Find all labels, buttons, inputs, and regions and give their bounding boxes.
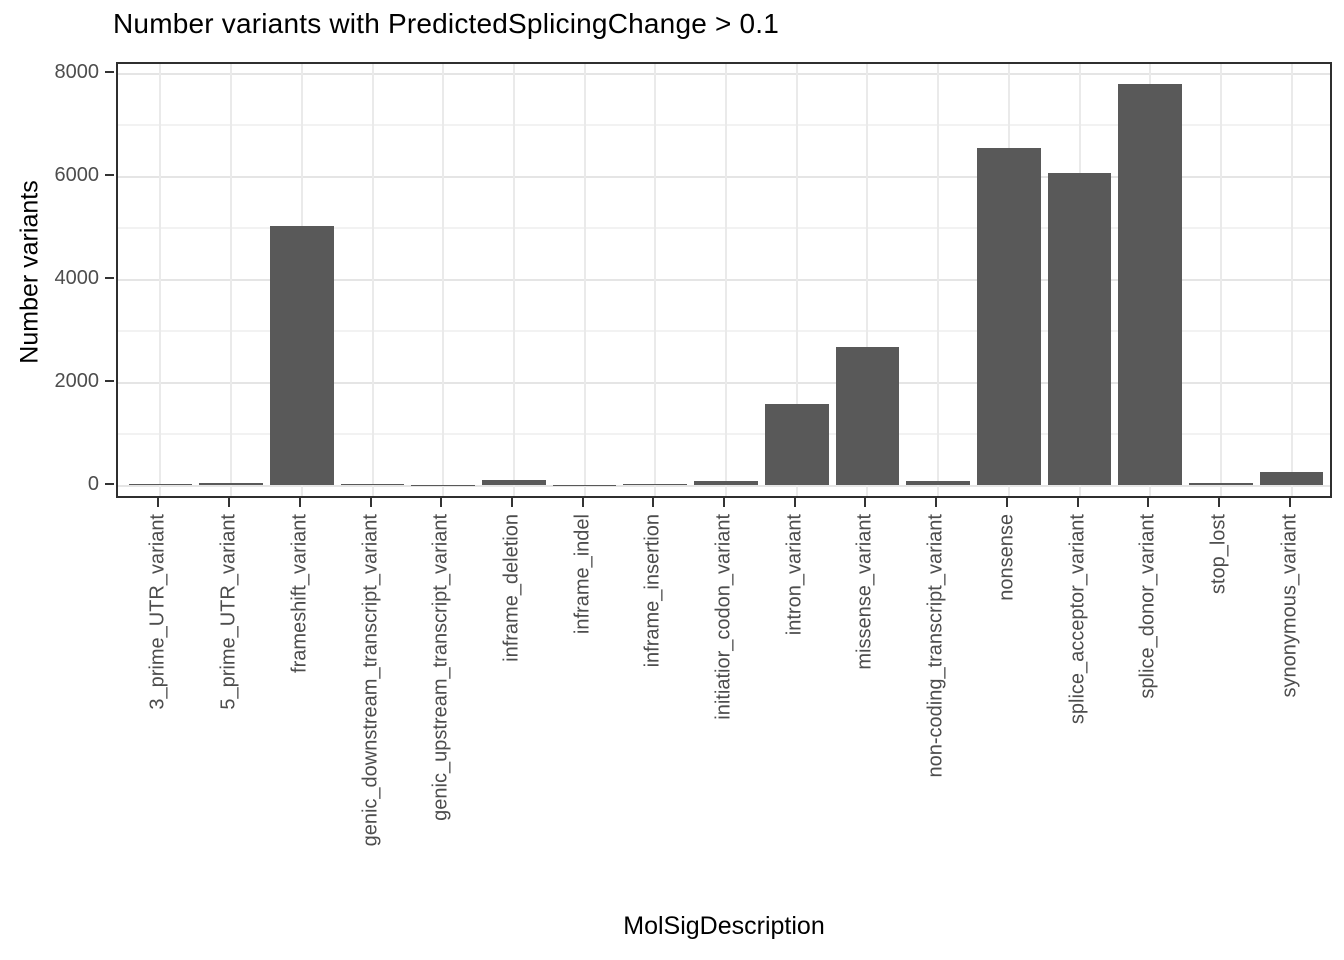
gridline-x-major <box>725 64 727 496</box>
x-tick-mark <box>369 498 372 507</box>
x-tick-mark <box>793 498 796 507</box>
gridline-y-minor <box>118 433 1330 435</box>
y-tick-label: 8000 <box>54 60 100 83</box>
x-axis-title: MolSigDescription <box>623 912 825 940</box>
bar-splice_acceptor_variant <box>1047 173 1112 486</box>
bar-genic_upstream_transcript_variant <box>411 485 475 487</box>
bar-inframe_deletion <box>482 480 546 486</box>
x-tick-label: stop_lost <box>1207 514 1230 595</box>
bar-splice_donor_variant <box>1118 84 1182 486</box>
x-tick-mark <box>1147 498 1150 507</box>
gridline-x-major <box>1219 64 1222 496</box>
x-tick-mark <box>510 498 513 507</box>
x-tick-mark <box>652 498 655 507</box>
x-tick-label: frameshift_variant <box>288 514 311 673</box>
x-tick-label: inframe_indel <box>571 514 594 635</box>
gridline-x-major <box>512 64 515 496</box>
gridline-y-major <box>118 381 1330 384</box>
x-tick-label: 3_prime_UTR_variant <box>146 514 169 710</box>
x-tick-label: synonymous_variant <box>1278 514 1301 698</box>
x-tick-label: initiatior_codon_variant <box>712 514 735 720</box>
x-tick-label: missense_variant <box>853 514 876 670</box>
bar-intron_variant <box>764 404 829 486</box>
gridline-x-major <box>866 64 869 496</box>
x-tick-mark <box>298 498 301 507</box>
x-tick-label: intron_variant <box>783 514 806 636</box>
gridline-x-major <box>442 64 445 496</box>
bar-frameshift_variant <box>269 225 334 486</box>
gridline-x-major <box>1290 64 1293 496</box>
bar-3_prime_UTR_variant <box>128 483 193 486</box>
y-tick-mark <box>105 379 114 382</box>
x-tick-label: inframe_deletion <box>500 514 523 662</box>
y-axis-title: Number variants <box>15 180 44 364</box>
x-tick-mark <box>864 498 867 507</box>
bar-5_prime_UTR_variant <box>199 482 263 486</box>
x-tick-label: genic_downstream_transcript_variant <box>359 514 381 847</box>
bar-inframe_indel <box>552 485 617 487</box>
gridline-x-major <box>159 64 162 496</box>
y-tick-label: 0 <box>87 472 99 495</box>
x-tick-label: non-coding_transcript_variant <box>924 514 947 778</box>
gridline-x-major <box>583 64 586 496</box>
bar-inframe_insertion <box>623 483 688 486</box>
y-tick-label: 2000 <box>54 369 100 392</box>
y-tick-mark <box>105 173 114 176</box>
x-tick-label: 5_prime_UTR_variant <box>217 514 240 710</box>
x-tick-label: genic_upstream_transcript_variant <box>429 514 452 821</box>
x-tick-label: nonsense <box>995 514 1018 601</box>
bar-genic_downstream_transcript_variant <box>340 483 405 486</box>
x-tick-mark <box>1217 498 1220 507</box>
y-tick-label: 4000 <box>54 266 100 289</box>
x-tick-mark <box>228 498 231 507</box>
gridline-y-minor <box>118 227 1330 229</box>
gridline-y-minor <box>118 330 1330 332</box>
bar-non-coding_transcript_variant <box>906 481 970 486</box>
y-tick-label: 6000 <box>54 163 100 186</box>
bar-initiatior_codon_variant <box>694 481 758 486</box>
gridline-y-major <box>118 72 1330 75</box>
bar-stop_lost <box>1189 483 1253 486</box>
x-tick-label: splice_acceptor_variant <box>1066 514 1088 725</box>
gridline-y-major <box>118 278 1330 281</box>
x-tick-mark <box>581 498 584 507</box>
gridline-x-major <box>371 64 374 496</box>
gridline-y-minor <box>118 124 1330 126</box>
gridline-y-major <box>118 484 1330 487</box>
chart-title: Number variants with PredictedSplicingCh… <box>113 8 780 39</box>
x-tick-mark <box>440 498 443 507</box>
x-tick-mark <box>157 498 160 507</box>
y-tick-mark <box>105 482 114 485</box>
plot-panel <box>116 62 1332 498</box>
gridline-x-major <box>654 64 657 496</box>
x-tick-mark <box>723 498 725 507</box>
bar-missense_variant <box>835 347 900 486</box>
gridline-x-major <box>937 64 940 496</box>
x-tick-mark <box>1076 498 1079 507</box>
x-tick-label: splice_donor_variant <box>1136 514 1159 699</box>
bar-synonymous_variant <box>1259 472 1324 486</box>
bar-nonsense <box>976 148 1041 486</box>
gridline-y-major <box>118 175 1330 178</box>
gridline-x-major <box>230 64 233 496</box>
x-tick-mark <box>1005 498 1008 507</box>
x-tick-label: inframe_insertion <box>641 514 664 668</box>
gridline-x-major <box>795 64 798 496</box>
x-tick-mark <box>935 498 938 507</box>
y-tick-mark <box>105 70 114 73</box>
x-tick-mark <box>1288 498 1291 507</box>
y-tick-mark <box>105 276 114 279</box>
